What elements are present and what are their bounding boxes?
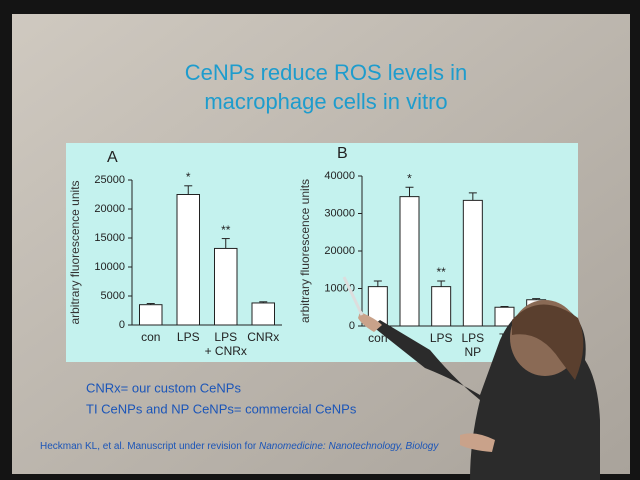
x-tick-label: con bbox=[368, 331, 387, 345]
bar bbox=[251, 302, 275, 326]
y-tick-label: 10000 bbox=[94, 261, 125, 273]
significance: * bbox=[407, 171, 412, 185]
bar bbox=[176, 194, 200, 326]
y-axis-label: arbitrary fluorescence units bbox=[68, 180, 82, 324]
slide-title: CeNPs reduce ROS levels in bbox=[185, 60, 467, 85]
y-tick-label: 25000 bbox=[94, 174, 125, 186]
y-tick-label: 0 bbox=[349, 320, 355, 332]
panel-label: A bbox=[107, 149, 118, 166]
y-tick-label: 20000 bbox=[324, 245, 355, 257]
citation-text: Heckman KL, et al. Manuscript under revi… bbox=[40, 441, 259, 452]
presenter bbox=[342, 276, 600, 480]
chart-panel bbox=[66, 143, 578, 362]
significance: ** bbox=[436, 265, 446, 279]
y-tick-label: 15000 bbox=[94, 232, 125, 244]
slide-title: macrophage cells in vitro bbox=[204, 89, 447, 114]
x-tick-label: con bbox=[141, 330, 160, 344]
x-tick-label: CNRx bbox=[247, 330, 279, 344]
bar bbox=[431, 286, 452, 327]
x-tick-label: LPS bbox=[177, 330, 200, 344]
panel-label: B bbox=[337, 145, 348, 162]
y-axis-label: arbitrary fluorescence units bbox=[298, 179, 312, 323]
y-tick-label: 5000 bbox=[101, 290, 125, 302]
y-tick-label: 30000 bbox=[324, 207, 355, 219]
note: CNRx= our custom CeNPs bbox=[86, 380, 241, 395]
x-tick-sublabel: NP bbox=[464, 345, 481, 359]
x-tick-sublabel: + CNRx bbox=[205, 344, 247, 358]
significance: * bbox=[186, 170, 191, 184]
y-tick-label: 40000 bbox=[324, 170, 355, 182]
bar bbox=[214, 247, 238, 326]
significance: ** bbox=[221, 223, 231, 237]
x-tick-label: LPS bbox=[461, 331, 484, 345]
note: TI CeNPs and NP CeNPs= commercial CeNPs bbox=[86, 401, 357, 416]
bar bbox=[399, 196, 420, 327]
y-tick-label: 20000 bbox=[94, 203, 125, 215]
bar bbox=[462, 199, 483, 327]
x-tick-label: LPS bbox=[430, 331, 453, 345]
y-tick-label: 0 bbox=[119, 319, 125, 331]
bar bbox=[139, 304, 163, 326]
citation: Heckman KL, et al. Manuscript under revi… bbox=[40, 441, 439, 452]
x-tick-label: LPS bbox=[214, 330, 237, 344]
citation-journal: Nanomedicine: Nanotechnology, Biology bbox=[259, 441, 439, 452]
